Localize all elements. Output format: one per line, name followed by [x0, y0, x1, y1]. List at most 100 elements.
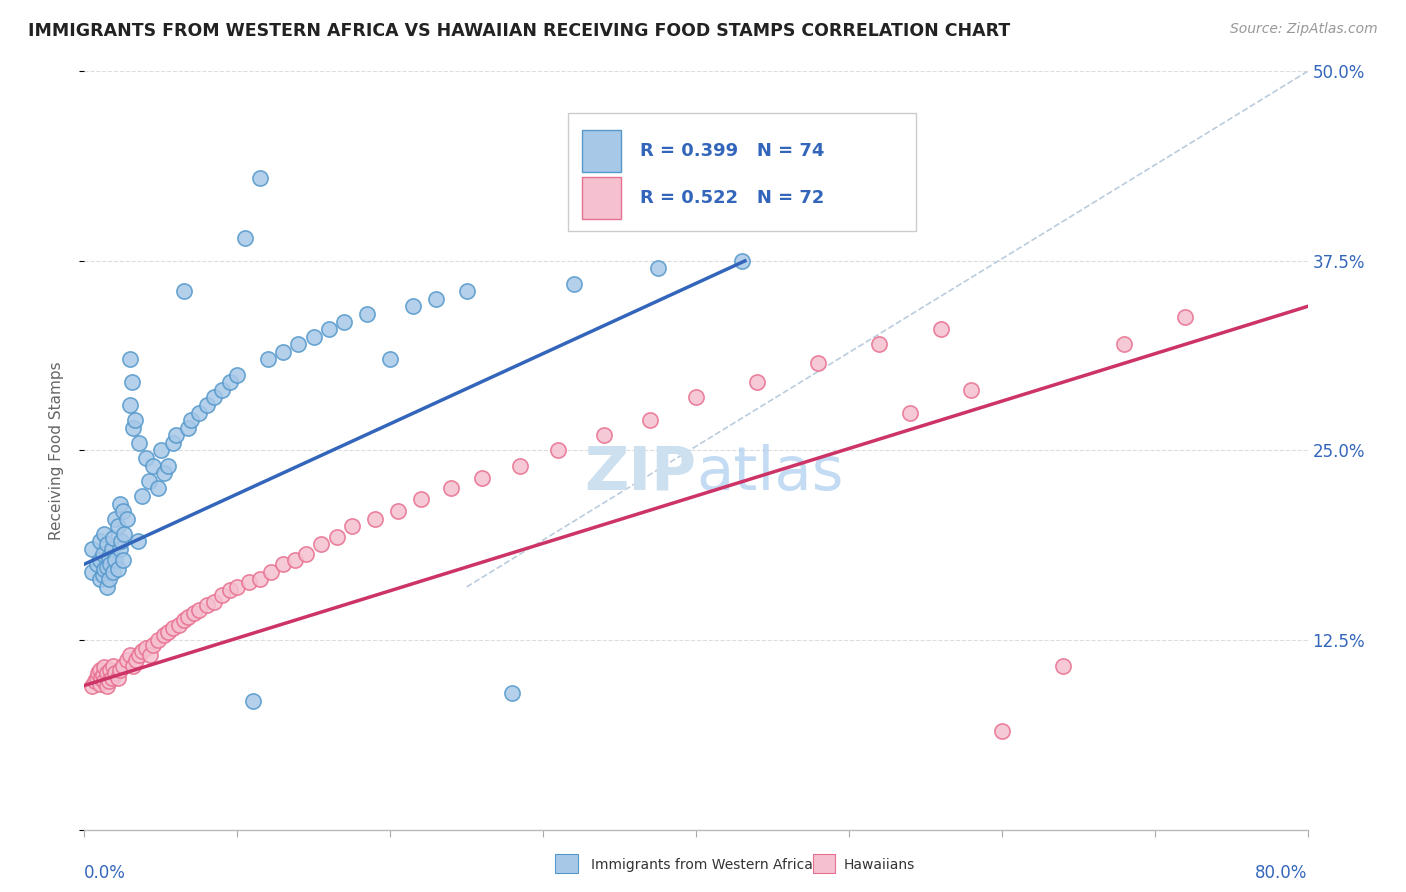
Point: [202, 595, 225, 609]
Point: [97, 673, 120, 688]
Point: [284, 552, 307, 566]
Point: [87, 666, 110, 681]
Point: [162, 621, 184, 635]
Point: [318, 322, 340, 336]
Point: [96, 678, 118, 692]
Point: [1114, 337, 1136, 351]
Point: [249, 170, 271, 185]
Point: [142, 638, 165, 652]
Point: [153, 467, 176, 481]
Point: [108, 496, 131, 510]
Point: [295, 547, 318, 561]
Point: [180, 413, 202, 427]
Point: [271, 557, 294, 572]
Point: [257, 352, 280, 367]
Point: [111, 552, 134, 566]
Point: [135, 451, 157, 466]
Point: [146, 633, 169, 648]
Point: [333, 314, 356, 328]
Point: [107, 671, 129, 685]
Point: [402, 300, 425, 314]
Point: [195, 598, 218, 612]
Point: [211, 383, 233, 397]
Point: [502, 686, 524, 700]
Point: [249, 573, 271, 587]
Point: [167, 617, 190, 632]
Point: [80, 542, 103, 557]
Point: [111, 658, 134, 673]
Point: [89, 534, 111, 549]
Point: [638, 413, 661, 427]
Point: [991, 724, 1014, 739]
Point: [80, 678, 103, 692]
Point: [86, 557, 108, 572]
Point: [173, 285, 195, 299]
Bar: [813, 854, 835, 873]
Point: [115, 512, 138, 526]
Point: [425, 292, 447, 306]
Point: [165, 428, 187, 442]
Point: [91, 668, 114, 682]
Point: [731, 253, 754, 268]
Point: [128, 436, 150, 450]
Point: [380, 352, 402, 367]
Point: [409, 491, 432, 506]
Point: [97, 573, 120, 587]
Point: [93, 673, 115, 688]
Text: Hawaiians: Hawaiians: [844, 858, 915, 872]
Point: [108, 542, 131, 557]
Point: [869, 337, 891, 351]
Point: [188, 603, 211, 617]
Text: ZIP: ZIP: [583, 443, 696, 503]
Point: [218, 376, 240, 390]
Point: [91, 547, 114, 561]
Point: [96, 537, 118, 551]
Point: [104, 552, 127, 566]
Point: [89, 664, 111, 678]
Point: [202, 391, 225, 405]
Point: [93, 660, 115, 674]
Point: [271, 344, 294, 359]
Point: [93, 562, 115, 576]
Point: [146, 482, 169, 496]
Point: [93, 526, 115, 541]
Point: [287, 337, 309, 351]
Point: [260, 565, 283, 579]
Point: [233, 231, 256, 245]
Point: [195, 398, 218, 412]
Point: [131, 643, 153, 657]
Point: [101, 542, 124, 557]
Point: [183, 606, 205, 620]
Point: [98, 557, 121, 572]
Point: [471, 471, 494, 485]
Point: [211, 588, 233, 602]
Point: [242, 694, 264, 708]
Point: [124, 413, 146, 427]
Point: [121, 376, 143, 390]
Point: [188, 405, 211, 420]
Point: [153, 628, 176, 642]
Point: [387, 504, 409, 518]
Point: [238, 575, 260, 590]
Text: R = 0.522   N = 72: R = 0.522 N = 72: [640, 189, 824, 207]
Point: [162, 436, 184, 450]
Point: [177, 421, 200, 435]
Point: [1174, 310, 1197, 324]
Point: [84, 673, 107, 688]
Point: [177, 610, 200, 624]
Point: [131, 489, 153, 503]
FancyBboxPatch shape: [582, 178, 621, 219]
Point: [311, 537, 333, 551]
Point: [157, 625, 180, 640]
Point: [142, 458, 165, 473]
Text: Immigrants from Western Africa: Immigrants from Western Africa: [591, 858, 813, 872]
Point: [128, 648, 150, 662]
Point: [80, 565, 103, 579]
Point: [122, 421, 145, 435]
Point: [103, 658, 125, 673]
Point: [157, 458, 180, 473]
Point: [104, 666, 127, 681]
Text: R = 0.399   N = 74: R = 0.399 N = 74: [640, 142, 824, 160]
Point: [325, 530, 347, 544]
Text: atlas: atlas: [696, 443, 844, 503]
